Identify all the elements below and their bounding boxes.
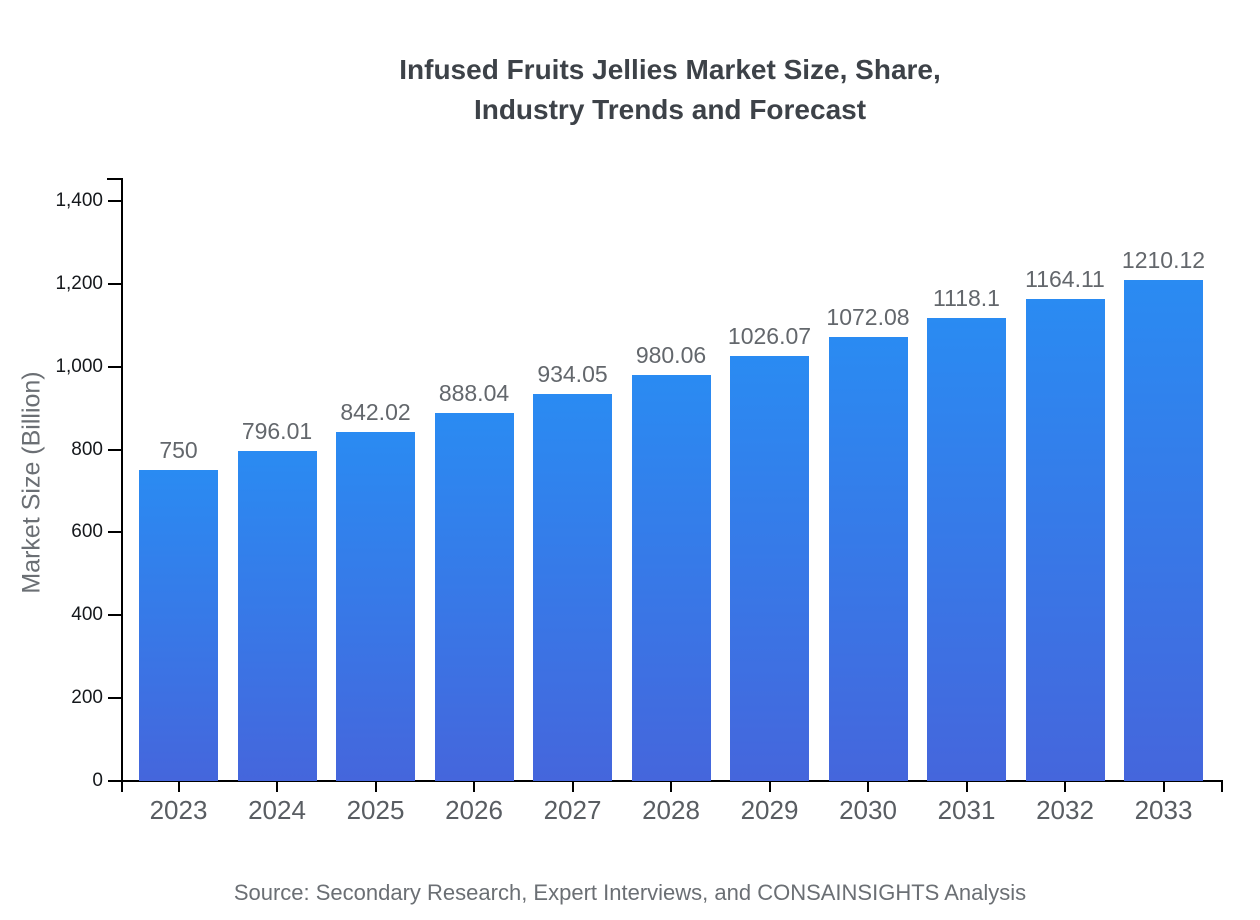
bar-2033[interactable] bbox=[1124, 279, 1203, 781]
y-tick-label: 600 bbox=[71, 521, 103, 543]
x-axis-right-cap bbox=[1221, 780, 1223, 792]
x-tick-mark bbox=[965, 782, 968, 792]
x-tick-mark bbox=[1162, 782, 1165, 792]
y-axis-top-cap bbox=[107, 178, 123, 180]
x-tick-mark bbox=[374, 782, 377, 792]
chart-title: Infused Fruits Jellies Market Size, Shar… bbox=[120, 50, 1220, 130]
x-axis-label-2028: 2028 bbox=[642, 795, 700, 825]
y-tick-label: 0 bbox=[92, 770, 103, 791]
x-axis-line bbox=[108, 780, 1223, 782]
bar-2032[interactable] bbox=[1025, 298, 1105, 781]
x-tick-mark bbox=[473, 782, 475, 792]
bar-2024[interactable] bbox=[237, 451, 317, 781]
bar-2023[interactable] bbox=[139, 470, 218, 781]
y-tick-label: 1,000 bbox=[55, 355, 103, 377]
bar-2028[interactable] bbox=[631, 374, 711, 781]
x-tick-mark bbox=[571, 782, 574, 792]
x-tick-mark bbox=[867, 782, 869, 792]
chart-title-line2: Industry Trends and Forecast bbox=[473, 94, 867, 125]
y-tick-mark bbox=[108, 614, 122, 617]
bar-value-label: 796.01 bbox=[241, 418, 313, 445]
y-tick-mark bbox=[108, 282, 122, 285]
x-axis-label-2026: 2026 bbox=[445, 795, 503, 825]
chart-title-line1: Infused Fruits Jellies Market Size, Shar… bbox=[399, 54, 941, 85]
y-axis-line bbox=[121, 178, 123, 792]
y-tick-label: 800 bbox=[71, 438, 103, 460]
bar-value-label: 1210.12 bbox=[1121, 246, 1206, 273]
x-axis-label-2033: 2033 bbox=[1134, 795, 1193, 825]
bar-2030[interactable] bbox=[828, 336, 908, 781]
bar-value-label: 1164.11 bbox=[1025, 265, 1105, 292]
y-tick-label: 1,400 bbox=[55, 190, 103, 211]
x-tick-mark bbox=[177, 782, 180, 792]
y-tick-label: 400 bbox=[71, 604, 103, 626]
bar-2031[interactable] bbox=[927, 317, 1006, 781]
bar-2029[interactable] bbox=[730, 355, 809, 781]
bar-value-label: 888.04 bbox=[438, 380, 510, 407]
x-axis-label-2027: 2027 bbox=[543, 795, 602, 825]
y-tick-mark bbox=[108, 448, 122, 451]
x-tick-mark bbox=[768, 782, 771, 792]
bar-2027[interactable] bbox=[533, 394, 612, 781]
plot-area bbox=[122, 201, 1222, 781]
x-axis-label-2023: 2023 bbox=[149, 795, 208, 825]
bar-value-label: 1026.07 bbox=[727, 322, 812, 349]
bar-value-label: 980.06 bbox=[635, 341, 707, 368]
y-tick-mark bbox=[108, 697, 122, 700]
x-tick-mark bbox=[276, 782, 278, 792]
y-axis-title: Market Size (Billion) bbox=[17, 371, 46, 594]
bar-2025[interactable] bbox=[336, 432, 415, 781]
x-axis-label-2024: 2024 bbox=[248, 795, 306, 825]
x-tick-mark bbox=[670, 782, 672, 792]
bar-2026[interactable] bbox=[434, 413, 514, 781]
source-note: Source: Secondary Research, Expert Inter… bbox=[233, 880, 1027, 905]
bar-value-label: 842.02 bbox=[340, 399, 411, 426]
bar-value-label: 750 bbox=[159, 437, 198, 464]
x-axis-label-2032: 2032 bbox=[1036, 795, 1094, 825]
y-tick-mark bbox=[108, 365, 122, 368]
y-tick-label: 200 bbox=[71, 687, 103, 709]
x-tick-mark bbox=[1064, 782, 1066, 792]
x-axis-label-2030: 2030 bbox=[839, 795, 897, 825]
x-axis-label-2031: 2031 bbox=[937, 795, 996, 825]
x-axis-label-2025: 2025 bbox=[346, 795, 405, 825]
bar-value-label: 934.05 bbox=[537, 361, 608, 388]
y-tick-mark bbox=[108, 780, 122, 782]
y-tick-label: 1,200 bbox=[55, 272, 103, 294]
y-tick-mark bbox=[108, 531, 122, 534]
bar-value-label: 1118.1 bbox=[933, 284, 1000, 311]
bar-value-label: 1072.08 bbox=[826, 303, 910, 330]
x-axis-label-2029: 2029 bbox=[740, 795, 799, 825]
y-tick-mark bbox=[108, 200, 122, 202]
